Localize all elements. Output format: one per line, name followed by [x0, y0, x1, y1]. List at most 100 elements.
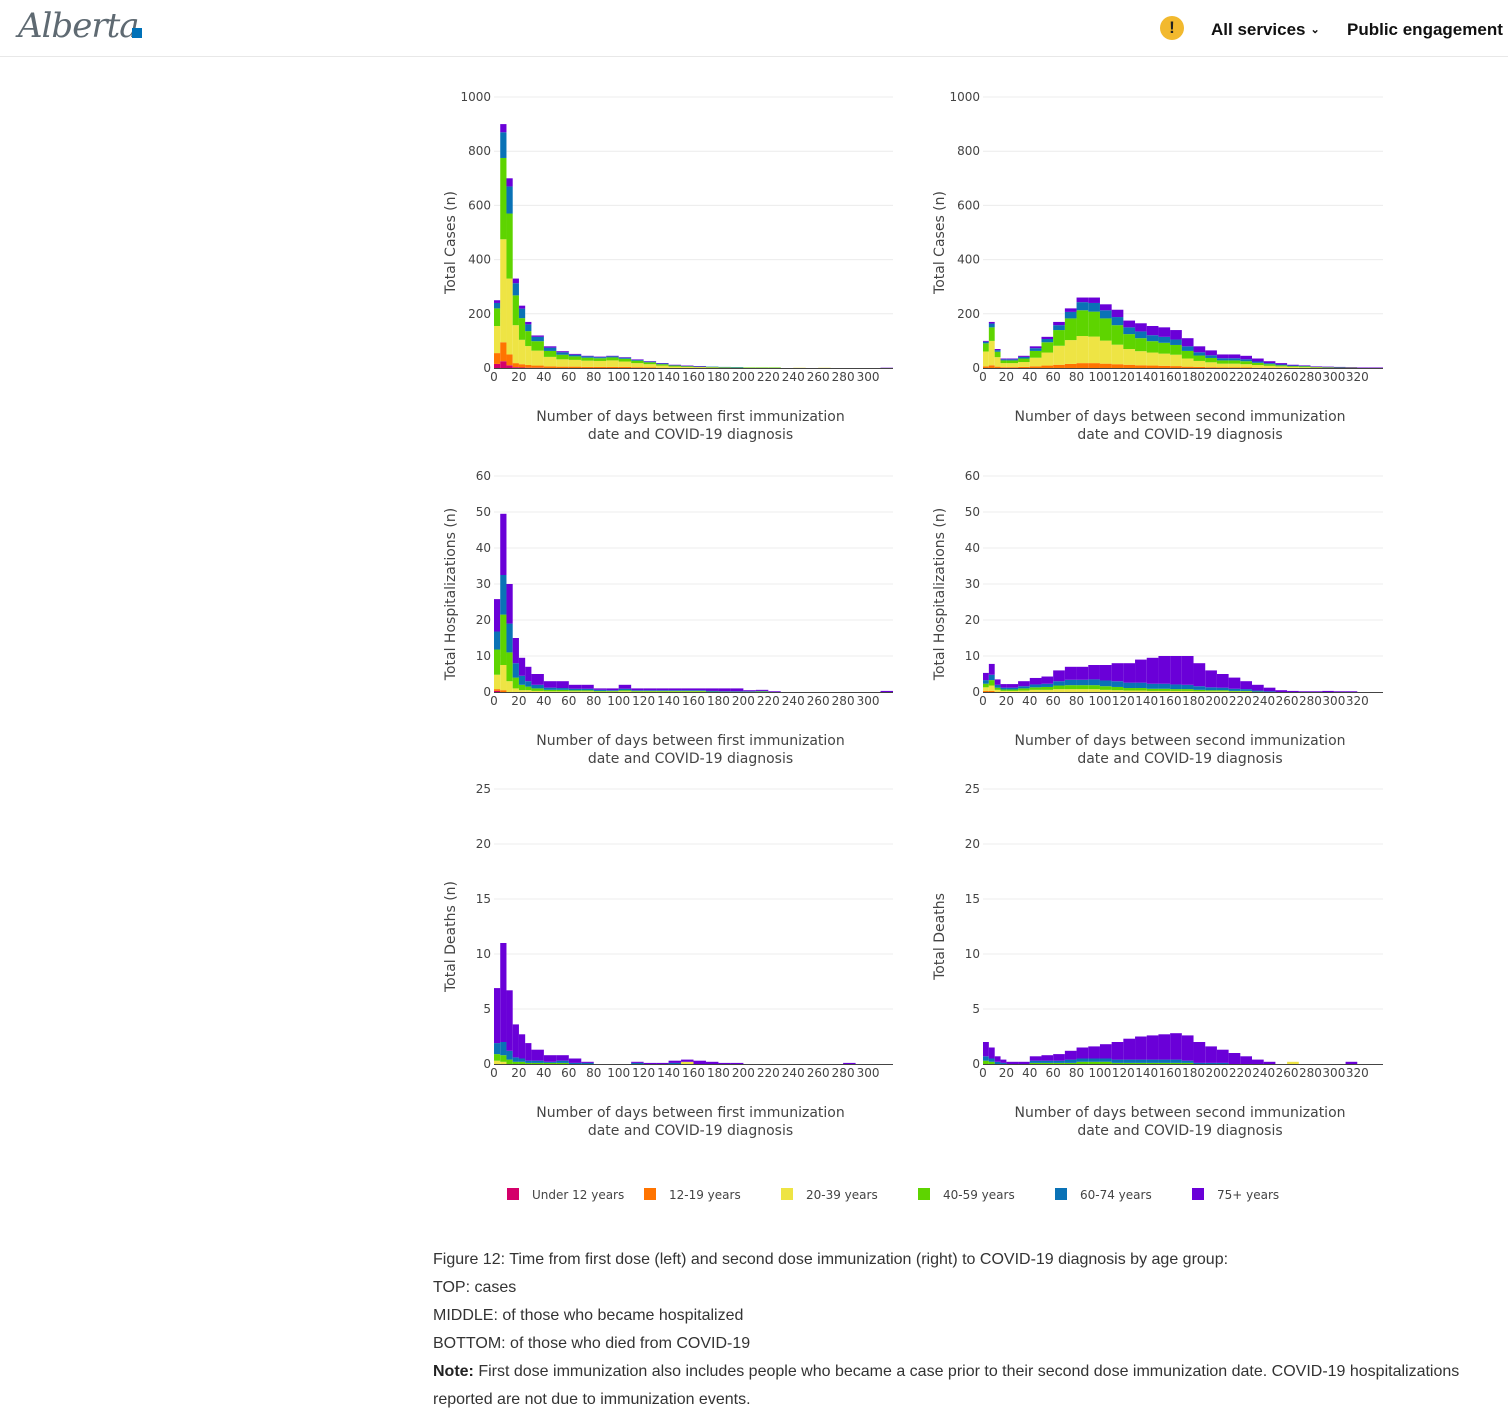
bar-segment: [1135, 351, 1147, 366]
bar-segment: [1193, 355, 1206, 361]
bar-segment: [606, 360, 619, 367]
bar-segment: [983, 1042, 989, 1057]
bar-segment: [988, 663, 995, 675]
bar-segment: [1287, 1061, 1299, 1064]
bar-segment: [1158, 365, 1171, 368]
bar-segment: [525, 1043, 532, 1061]
legend-item[interactable]: 20-39 years: [781, 1188, 878, 1202]
bar-segment: [656, 364, 669, 366]
x-tick-label: 100: [1089, 1066, 1112, 1080]
bar-segment: [1088, 336, 1100, 364]
bar-segment: [1006, 363, 1019, 368]
legend-item[interactable]: Under 12 years: [507, 1188, 624, 1202]
bar-segment: [988, 340, 995, 366]
x-tick-label: 220: [757, 370, 780, 384]
alert-icon[interactable]: !: [1160, 16, 1184, 40]
bar-segment: [1228, 691, 1241, 693]
legend-label: Under 12 years: [532, 1188, 625, 1202]
bar-segment: [606, 691, 619, 693]
bar-segment: [1240, 359, 1253, 362]
bar-segment: [988, 323, 995, 328]
bar-segment: [1088, 302, 1100, 312]
bar-segment: [500, 665, 507, 691]
bar-segment: [994, 687, 1001, 690]
bar-segment: [500, 132, 507, 158]
bar-segment: [718, 366, 731, 368]
bar-segment: [568, 354, 582, 357]
legend-item[interactable]: 60-74 years: [1055, 1188, 1152, 1202]
x-tick-label: 80: [586, 694, 601, 708]
bar-segment: [531, 1060, 544, 1063]
bar-segment: [668, 1060, 682, 1063]
bar-segment: [1041, 1062, 1054, 1064]
chevron-down-icon: ⌄: [1310, 24, 1320, 36]
bar-segment: [1345, 1061, 1358, 1064]
bar-segment: [518, 684, 526, 691]
all-services-menu[interactable]: All services ⌄: [1211, 20, 1320, 40]
y-tick-label: 20: [965, 613, 980, 627]
y-tick-label: 40: [476, 541, 491, 555]
bar-segment: [631, 690, 644, 691]
bar-segment: [618, 358, 632, 362]
bar-segment: [1041, 339, 1054, 343]
x-tick-label: 60: [1046, 1066, 1061, 1080]
x-tick-label: 160: [1159, 370, 1182, 384]
bar-segment: [1041, 365, 1054, 368]
x-axis-title: date and COVID-19 diagnosis: [1077, 1123, 1282, 1139]
bar-segment: [983, 341, 989, 344]
x-tick-label: 300: [1322, 370, 1345, 384]
bar-segment: [506, 623, 513, 653]
legend-item[interactable]: 40-59 years: [918, 1188, 1015, 1202]
chart-deaths-first: 0 5 10 15 20 25 0 20 40 60 80 100 120 140 160 180 200 220…: [443, 782, 893, 1139]
bar-segment: [581, 360, 594, 367]
bar-segment: [1252, 1059, 1264, 1064]
y-tick-label: 50: [476, 505, 491, 519]
bar-segment: [1053, 689, 1065, 692]
bar-segment: [525, 1060, 532, 1063]
y-tick-label: 30: [476, 577, 491, 591]
bar-segment: [1099, 1058, 1112, 1062]
bar-segment: [994, 366, 1001, 368]
y-tick-label: 15: [965, 892, 980, 906]
bar-segment: [631, 359, 644, 360]
bar-segment: [1064, 363, 1077, 368]
bar-segment: [525, 331, 532, 347]
bar-segment: [668, 690, 682, 692]
bar-segment: [1216, 358, 1229, 361]
public-engagement-link[interactable]: Public engagement: [1347, 20, 1503, 39]
bar-segment: [793, 367, 806, 369]
bar-segment: [1193, 1042, 1206, 1063]
y-axis-title: Total Deaths: [932, 893, 948, 981]
bar-segment: [525, 346, 532, 366]
alberta-logo[interactable]: Alberta: [18, 6, 139, 46]
y-tick-label: 30: [965, 577, 980, 591]
bar-segment: [988, 1047, 995, 1059]
bar-segment: [693, 688, 706, 691]
x-tick-label: 100: [607, 1066, 630, 1080]
legend-item[interactable]: 12-19 years: [644, 1188, 741, 1202]
bar-segment: [1193, 689, 1206, 692]
bar-segment: [506, 584, 513, 624]
bar-segment: [1170, 689, 1182, 691]
x-tick-label: 200: [732, 694, 755, 708]
x-tick-label: 100: [607, 694, 630, 708]
bar-segment: [494, 1060, 501, 1064]
bar-segment: [1287, 366, 1299, 368]
bar-segment: [1000, 358, 1007, 360]
bar-segment: [1041, 1060, 1054, 1063]
bar-segment: [1135, 659, 1147, 683]
bar-segment: [1181, 690, 1194, 692]
x-tick-label: 180: [1182, 1066, 1205, 1080]
x-tick-label: 180: [707, 370, 730, 384]
bar-segment: [1000, 1062, 1007, 1064]
bar-segment: [568, 690, 582, 692]
bar-segment: [1135, 331, 1147, 339]
bar-segment: [593, 689, 607, 691]
y-tick-label: 400: [468, 253, 491, 267]
bar-segment: [818, 367, 831, 369]
bar-segment: [983, 1056, 989, 1061]
legend-item[interactable]: 75+ years: [1192, 1188, 1279, 1202]
x-tick-label: 300: [1322, 1066, 1345, 1080]
x-tick-label: 60: [1046, 370, 1061, 384]
